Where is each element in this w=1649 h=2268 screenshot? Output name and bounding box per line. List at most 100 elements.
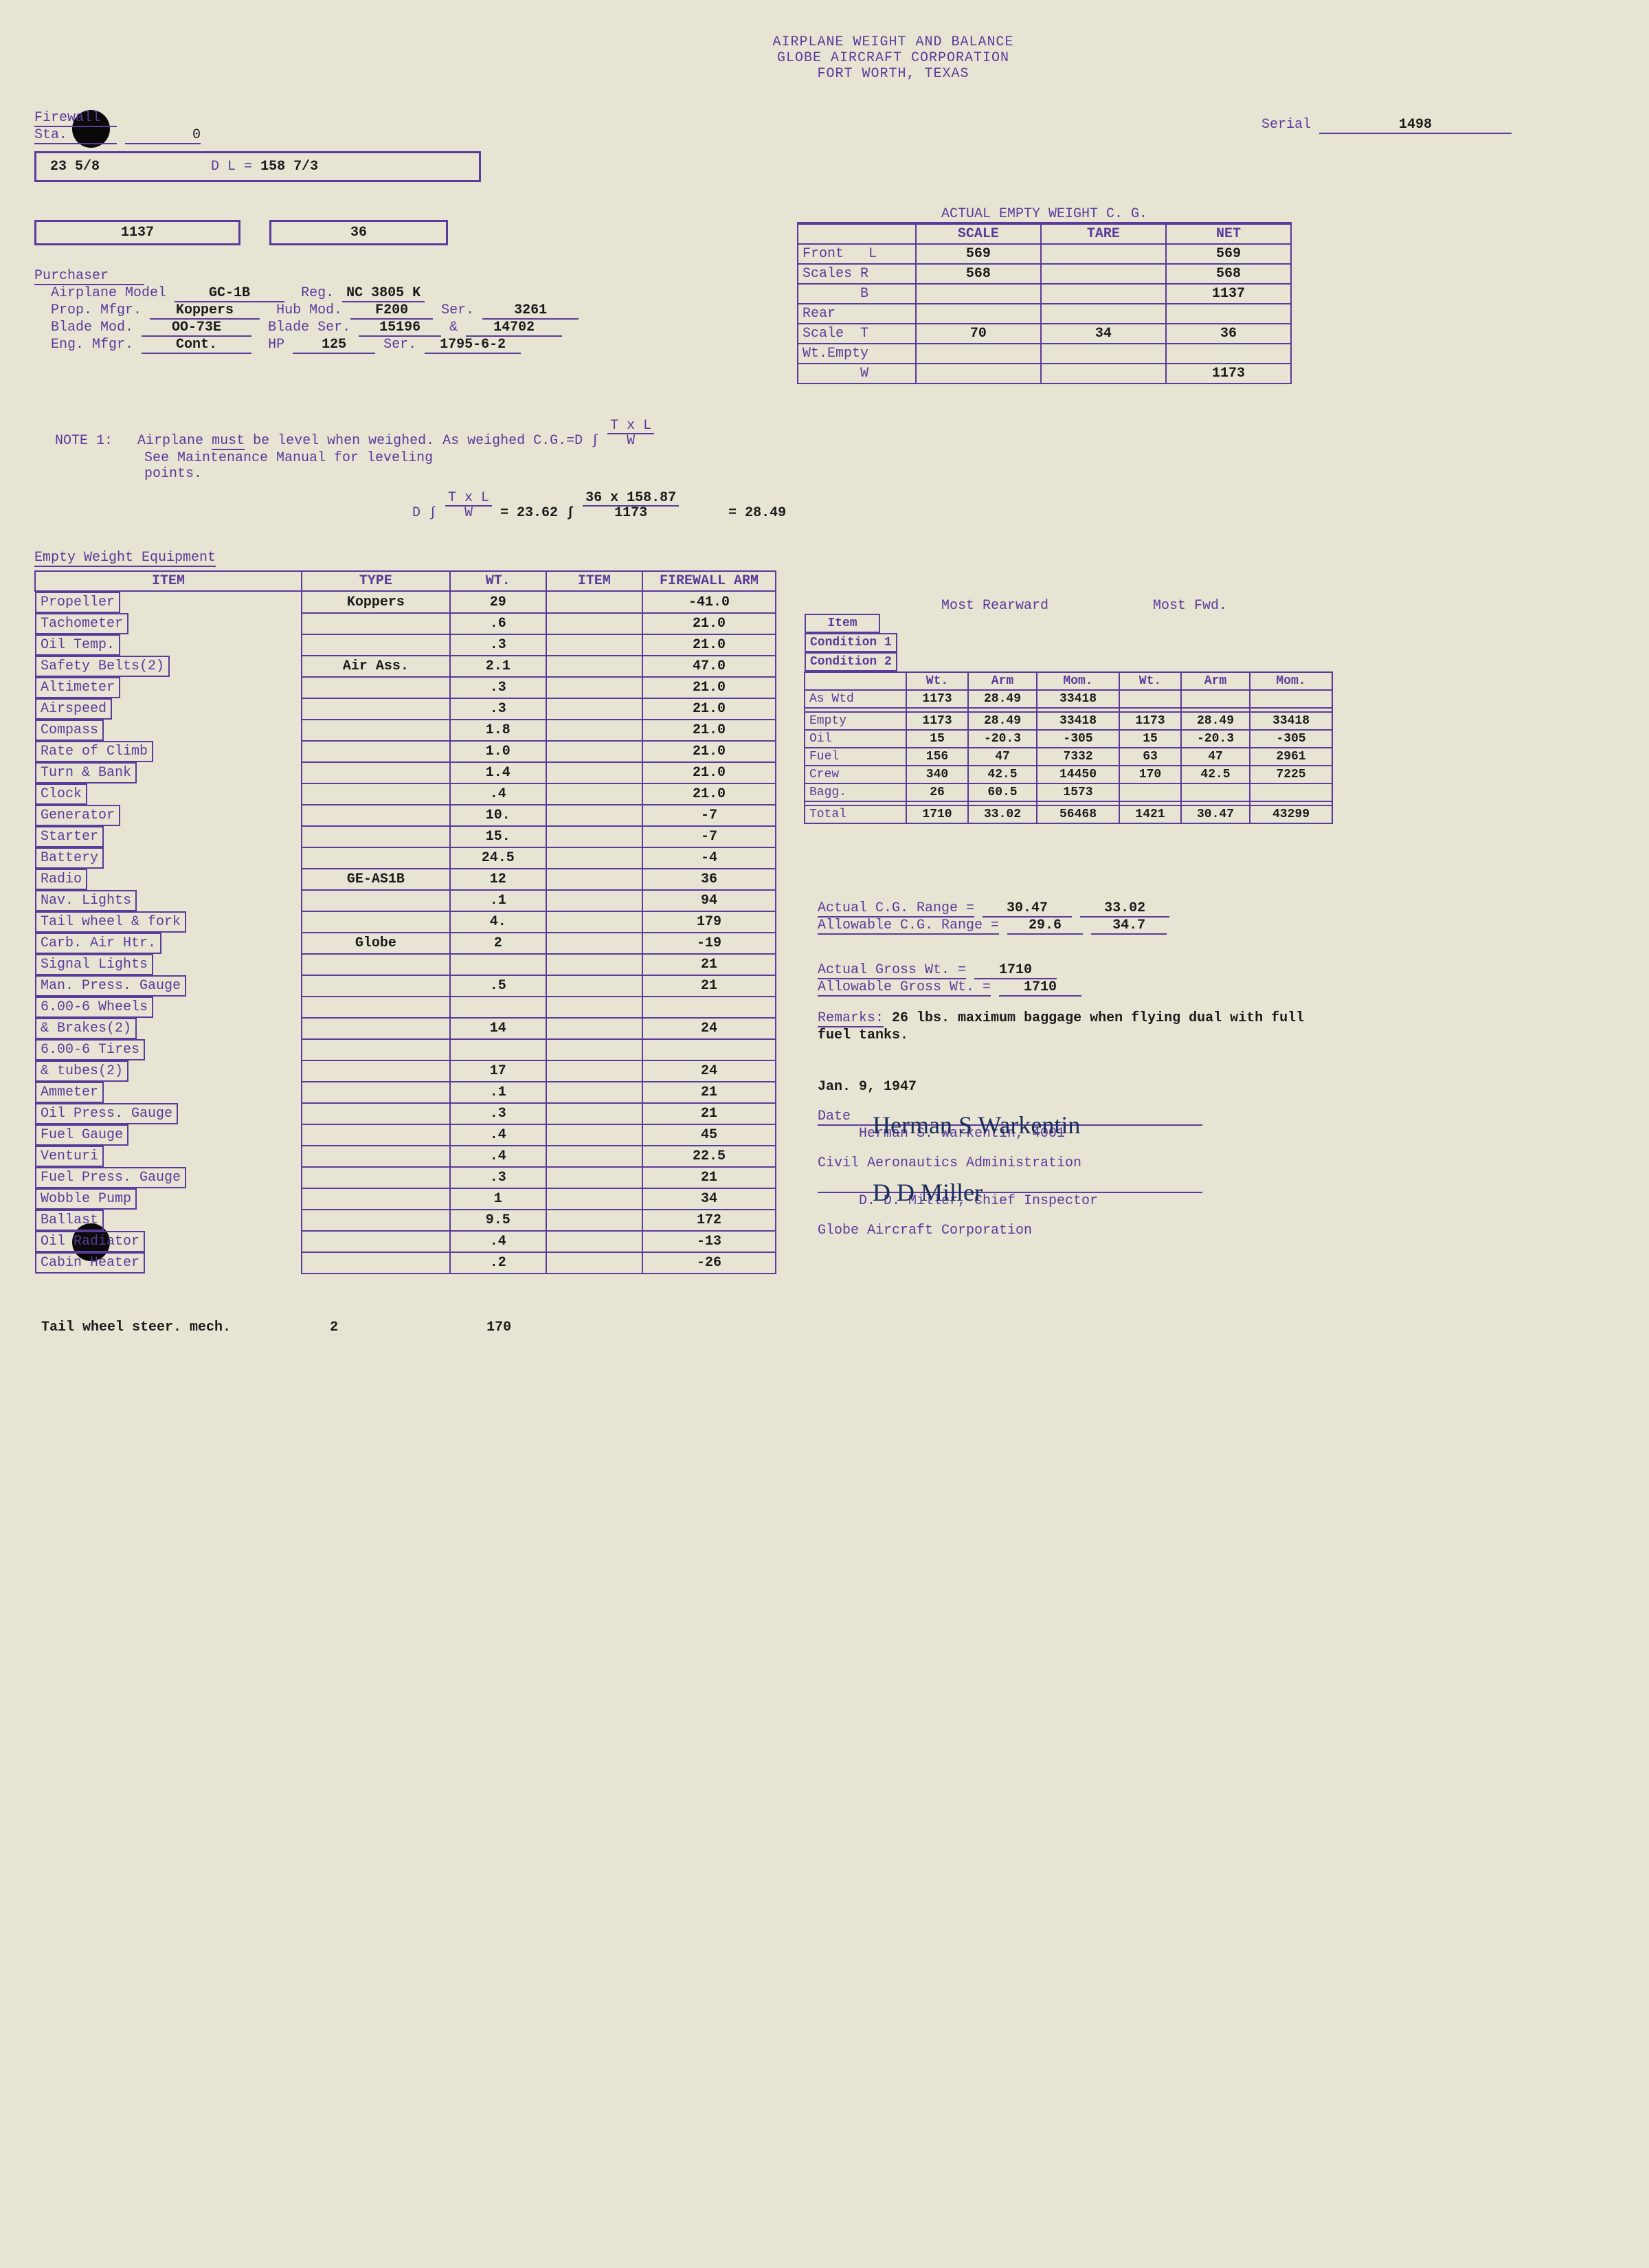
cg-h-tare: TARE xyxy=(1041,224,1166,244)
frac-num: T x L xyxy=(445,491,492,507)
table-row: Rate of Climb1.021.0 xyxy=(35,741,776,762)
table-row: Generator10.-7 xyxy=(35,805,776,826)
formula-eq: = 23.62 ∫ xyxy=(500,505,574,521)
note-frac: T x LW xyxy=(607,419,654,448)
gross-l2: Allowable Gross Wt. = xyxy=(818,979,991,997)
cg-range-l1: Actual C.G. Range = xyxy=(818,900,974,918)
ld-sh-item: Item xyxy=(805,614,880,633)
cg-range-block: Actual C.G. Range = 30.47 33.02 Allowabl… xyxy=(818,900,1169,935)
cg-range-v2a: 29.6 xyxy=(1007,918,1083,935)
table-row: Empty117328.4933418117328.4933418 xyxy=(805,712,1332,730)
table-row: Compass1.821.0 xyxy=(35,720,776,741)
loading-table: Item Condition 1 Condition 2 Wt. Arm Mom… xyxy=(804,614,1333,824)
formula-lhs: D ∫ xyxy=(412,505,445,521)
remarks-text: 26 lbs. maximum baggage when flying dual… xyxy=(818,1010,1304,1043)
table-row: B1137 xyxy=(798,284,1291,304)
table-row: Battery24.5-4 xyxy=(35,847,776,869)
cg-h-net: NET xyxy=(1166,224,1291,244)
signature-1-script: Herman S Warkentin xyxy=(873,1111,1080,1139)
equipment-title: Empty Weight Equipment xyxy=(34,550,216,567)
ld-sh-cond1: Condition 1 xyxy=(805,633,897,652)
cg-h-scale: SCALE xyxy=(916,224,1041,244)
org-1: Civil Aeronautics Administration xyxy=(818,1155,1340,1171)
dl-label: D L = xyxy=(211,159,252,175)
table-row: Altimeter.321.0 xyxy=(35,677,776,698)
ld-ch-mom1: Mom. xyxy=(1037,672,1119,690)
ld-ch-arm1: Arm xyxy=(968,672,1037,690)
document-header: AIRPLANE WEIGHT AND BALANCE GLOBE AIRCRA… xyxy=(165,34,1622,82)
loading-header-left: Most Rearward xyxy=(941,598,1048,614)
table-row: As Wtd117328.4933418 xyxy=(805,690,1332,708)
remarks-label: Remarks: xyxy=(818,1010,884,1027)
table-row: Venturi.422.5 xyxy=(35,1146,776,1167)
frac-num: T x L xyxy=(607,419,654,434)
note-text4: points. xyxy=(144,466,202,482)
under-box-1: 1137 xyxy=(34,220,240,245)
table-row: 6.00-6 Wheels xyxy=(35,997,776,1018)
table-row: Tachometer.621.0 xyxy=(35,613,776,634)
table-row: Scales R568568 xyxy=(798,264,1291,284)
extra-arm: 170 xyxy=(486,1320,511,1335)
under-boxes: 1137 36 xyxy=(34,220,448,245)
eq-h-item2: ITEM xyxy=(546,571,642,591)
table-row: Total171033.0256468142130.4743299 xyxy=(805,805,1332,823)
table-row: Oil Radiator.4-13 xyxy=(35,1231,776,1252)
equipment-table: ITEM TYPE WT. ITEM FIREWALL ARM Propelle… xyxy=(34,570,776,1274)
table-row: Starter15.-7 xyxy=(35,826,776,847)
table-row: Turn & Bank1.421.0 xyxy=(35,762,776,783)
signature-line-1: Herman S Warkentin xyxy=(818,1124,1202,1126)
table-row: & Brakes(2)1424 xyxy=(35,1018,776,1039)
equipment-extra-row: Tail wheel steer. mech. 2 170 xyxy=(41,1320,511,1335)
eq-h-item: ITEM xyxy=(35,571,302,591)
table-row: Airspeed.321.0 xyxy=(35,698,776,720)
loading-header-row: Most Rearward Most Fwd. xyxy=(804,598,1333,614)
table-row: Ballast9.5172 xyxy=(35,1210,776,1231)
purchaser-row: Eng. Mfgr. Cont. HP 125 Ser. 1795-6-2 xyxy=(34,337,579,354)
firewall-label-2: Sta. xyxy=(34,127,117,144)
signature-line-2: D D Miller xyxy=(818,1192,1202,1193)
table-row: Scale T703436 xyxy=(798,324,1291,344)
cg-table: SCALE TARE NET Front L569569Scales R5685… xyxy=(797,223,1292,384)
doc-date: Jan. 9, 1947 xyxy=(818,1079,1340,1095)
serial-label: Serial xyxy=(1261,117,1311,133)
formula-frac-r: 36 x 158.871173 xyxy=(583,491,679,520)
table-row: Fuel Press. Gauge.321 xyxy=(35,1167,776,1188)
table-row: Man. Press. Gauge.521 xyxy=(35,975,776,997)
firewall-block: Firewall Sta. 0 xyxy=(34,110,201,144)
under-box-2: 36 xyxy=(269,220,448,245)
note-block: NOTE 1: Airplane must be level when weig… xyxy=(55,419,1292,482)
ld-ch-arm2: Arm xyxy=(1181,672,1250,690)
purchaser-row: Airplane Model GC-1B Reg. NC 3805 K xyxy=(34,285,579,302)
frac-num: 36 x 158.87 xyxy=(583,491,679,507)
remarks-block: Remarks: 26 lbs. maximum baggage when fl… xyxy=(818,1010,1340,1043)
table-row: Safety Belts(2)Air Ass.2.147.0 xyxy=(35,656,776,677)
header-line-2: GLOBE AIRCRAFT CORPORATION xyxy=(165,50,1622,66)
table-row: ITEM TYPE WT. ITEM FIREWALL ARM xyxy=(35,571,776,591)
note-must: must xyxy=(212,433,245,450)
table-row: Front L569569 xyxy=(798,244,1291,264)
table-row: Tail wheel & fork4.179 xyxy=(35,911,776,933)
dl-box: 23 5/8 D L = 158 7/3 xyxy=(34,151,481,182)
table-row: PropellerKoppers29-41.0 xyxy=(35,591,776,613)
purchaser-title: Purchaser xyxy=(34,268,144,285)
serial-row: Serial 1498 xyxy=(1261,117,1512,134)
formula-row: D ∫ T x LW = 23.62 ∫ 36 x 158.871173 = 2… xyxy=(412,491,786,521)
formula-frac-l: T x LW xyxy=(445,491,492,520)
table-row: Fuel15647733263472961 xyxy=(805,748,1332,766)
extra-item: Tail wheel steer. mech. xyxy=(41,1320,231,1335)
signature-block: Jan. 9, 1947 Date Herman S Warkentin Her… xyxy=(818,1079,1340,1238)
table-row: Carb. Air Htr.Globe2-19 xyxy=(35,933,776,954)
table-row: Bagg.2660.51573 xyxy=(805,783,1332,801)
purchaser-row: Prop. Mfgr. Koppers Hub Mod. F200 Ser. 3… xyxy=(34,302,579,320)
table-row: Fuel Gauge.445 xyxy=(35,1124,776,1146)
table-row: RadioGE-AS1B1236 xyxy=(35,869,776,890)
table-row: Oil15-20.3-30515-20.3-305 xyxy=(805,730,1332,748)
table-row: Oil Press. Gauge.321 xyxy=(35,1103,776,1124)
frac-den: W xyxy=(445,507,492,520)
eq-h-type: TYPE xyxy=(302,571,450,591)
note-label: NOTE 1: xyxy=(55,433,113,449)
table-row: Wt. Arm Mom. Wt. Arm Mom. xyxy=(805,672,1332,690)
signature-2-script: D D Miller xyxy=(873,1178,983,1207)
table-row: & tubes(2)1724 xyxy=(35,1060,776,1082)
table-row: Signal Lights21 xyxy=(35,954,776,975)
